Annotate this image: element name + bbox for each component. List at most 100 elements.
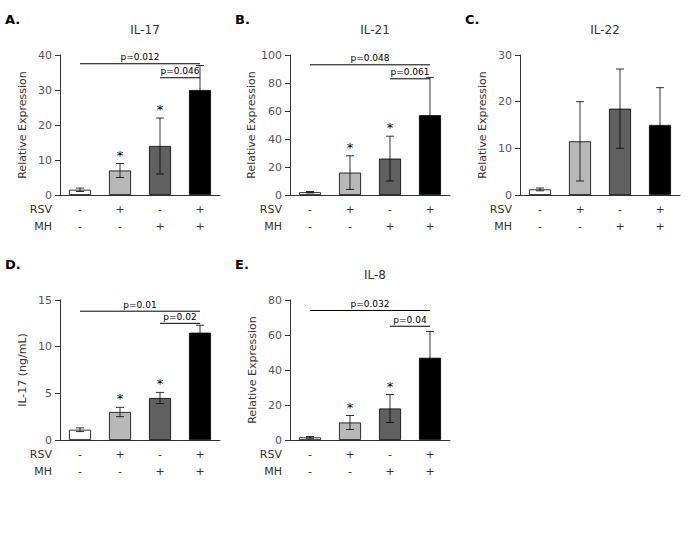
svg-text:*: * (117, 391, 124, 406)
svg-text:+: + (575, 203, 584, 216)
svg-text:+: + (655, 203, 664, 216)
svg-text:+: + (155, 220, 164, 233)
svg-text:20: 20 (38, 119, 52, 132)
svg-text:-: - (618, 203, 622, 216)
svg-text:-: - (388, 203, 392, 216)
svg-text:p=0.04: p=0.04 (393, 315, 427, 325)
svg-text:+: + (195, 203, 204, 216)
svg-text:10: 10 (38, 340, 52, 353)
svg-text:-: - (308, 465, 312, 478)
svg-text:*: * (347, 140, 354, 155)
svg-text:D.: D. (5, 257, 21, 272)
svg-text:0: 0 (505, 189, 512, 202)
svg-text:-: - (118, 220, 122, 233)
svg-text:p=0.02: p=0.02 (163, 312, 196, 322)
svg-text:B.: B. (235, 12, 250, 27)
svg-text:-: - (308, 220, 312, 233)
svg-text:0: 0 (275, 434, 282, 447)
svg-text:Relative Expression: Relative Expression (476, 71, 489, 179)
svg-text:IL-22: IL-22 (590, 23, 620, 37)
svg-text:MH: MH (34, 465, 52, 478)
svg-text:MH: MH (264, 220, 282, 233)
svg-text:80: 80 (268, 294, 282, 307)
svg-text:MH: MH (264, 465, 282, 478)
svg-text:+: + (345, 203, 354, 216)
svg-text:E.: E. (235, 257, 249, 272)
svg-text:80: 80 (268, 77, 282, 90)
svg-text:RSV: RSV (260, 448, 283, 461)
svg-text:p=0.048: p=0.048 (350, 53, 389, 63)
svg-text:+: + (385, 220, 394, 233)
svg-text:40: 40 (268, 364, 282, 377)
svg-text:-: - (78, 220, 82, 233)
svg-text:RSV: RSV (30, 203, 53, 216)
svg-text:*: * (157, 102, 164, 117)
svg-text:IL-17 (ng/mL): IL-17 (ng/mL) (16, 333, 29, 407)
svg-text:+: + (425, 220, 434, 233)
svg-text:IL-17: IL-17 (130, 23, 160, 37)
svg-text:+: + (155, 465, 164, 478)
svg-text:40: 40 (38, 49, 52, 62)
svg-text:-: - (308, 203, 312, 216)
svg-text:IL-8: IL-8 (364, 268, 386, 282)
svg-text:-: - (348, 220, 352, 233)
svg-text:*: * (117, 148, 124, 163)
svg-text:+: + (615, 220, 624, 233)
svg-text:20: 20 (498, 95, 512, 108)
svg-text:*: * (347, 400, 354, 415)
svg-text:20: 20 (268, 399, 282, 412)
svg-text:-: - (118, 465, 122, 478)
svg-text:30: 30 (38, 84, 52, 97)
svg-text:-: - (538, 220, 542, 233)
svg-text:15: 15 (38, 294, 52, 307)
svg-text:30: 30 (498, 49, 512, 62)
svg-text:Relative Expression: Relative Expression (246, 316, 259, 424)
svg-text:0: 0 (275, 189, 282, 202)
svg-text:+: + (425, 465, 434, 478)
svg-text:C.: C. (465, 12, 479, 27)
svg-text:0: 0 (45, 189, 52, 202)
svg-text:60: 60 (268, 329, 282, 342)
svg-text:+: + (425, 448, 434, 461)
svg-text:-: - (78, 448, 82, 461)
svg-text:+: + (345, 448, 354, 461)
svg-text:A.: A. (5, 12, 20, 27)
svg-text:100: 100 (261, 49, 282, 62)
svg-text:RSV: RSV (30, 448, 53, 461)
svg-text:p=0.012: p=0.012 (120, 52, 159, 62)
svg-text:*: * (157, 376, 164, 391)
svg-text:+: + (655, 220, 664, 233)
svg-text:Relative Expression: Relative Expression (16, 71, 29, 179)
svg-text:-: - (348, 465, 352, 478)
svg-text:*: * (387, 379, 394, 394)
svg-text:+: + (385, 465, 394, 478)
svg-text:p=0.01: p=0.01 (123, 300, 156, 310)
svg-text:RSV: RSV (260, 203, 283, 216)
svg-text:IL-21: IL-21 (360, 23, 390, 37)
svg-text:0: 0 (45, 434, 52, 447)
svg-text:RSV: RSV (490, 203, 513, 216)
svg-text:MH: MH (494, 220, 512, 233)
svg-text:-: - (158, 203, 162, 216)
svg-text:+: + (115, 203, 124, 216)
svg-text:-: - (78, 203, 82, 216)
svg-text:p=0.032: p=0.032 (350, 299, 389, 309)
svg-text:5: 5 (45, 387, 52, 400)
svg-text:-: - (158, 448, 162, 461)
svg-text:-: - (538, 203, 542, 216)
svg-text:+: + (195, 220, 204, 233)
svg-text:+: + (195, 465, 204, 478)
svg-text:40: 40 (268, 133, 282, 146)
svg-text:-: - (308, 448, 312, 461)
svg-text:-: - (78, 465, 82, 478)
svg-text:MH: MH (34, 220, 52, 233)
svg-text:+: + (115, 448, 124, 461)
svg-text:-: - (388, 448, 392, 461)
svg-text:20: 20 (268, 161, 282, 174)
svg-text:*: * (387, 120, 394, 135)
svg-text:10: 10 (498, 142, 512, 155)
svg-text:p=0.046: p=0.046 (160, 66, 199, 76)
svg-text:-: - (578, 220, 582, 233)
svg-text:+: + (425, 203, 434, 216)
svg-text:10: 10 (38, 154, 52, 167)
